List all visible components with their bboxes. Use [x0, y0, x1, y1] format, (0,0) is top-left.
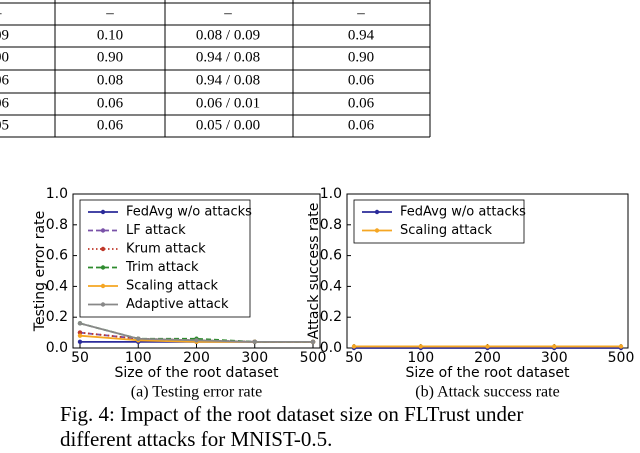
x-tick-label: 300	[241, 350, 268, 366]
legend-label: Krum attack	[126, 242, 206, 257]
table-cell: 0.08	[97, 72, 123, 88]
data-point	[194, 338, 199, 343]
legend-label: Adaptive attack	[126, 297, 229, 312]
legend-marker	[100, 246, 106, 252]
legend-marker	[100, 265, 106, 270]
table-cell: –	[356, 5, 365, 21]
table-cell: 0.94 / 0.08	[196, 49, 260, 65]
y-tick-label: 0.6	[320, 248, 342, 264]
subcaption: (b) Attack success rate	[415, 384, 559, 401]
legend-label: FedAvg w/o attacks	[126, 205, 252, 220]
y-axis-label: Attack success rate	[306, 203, 322, 340]
x-tick-label: 50	[71, 350, 89, 366]
y-tick-label: 0.8	[46, 217, 68, 233]
chart: 0.0 0.2 0.4 0.6 0.8 1.0 50 100 200 300 500 Size of …	[306, 186, 634, 401]
legend-marker	[100, 228, 106, 233]
table-cell: 0.10	[97, 27, 123, 43]
chart: 0.0 0.2 0.4 0.6 0.8 1.0 50 100 200 300 500 Size of …	[32, 186, 326, 401]
y-axis-label: Testing error rate	[32, 211, 48, 332]
figure-caption: Fig. 4: Impact of the root dataset size …	[60, 402, 523, 426]
legend-marker	[374, 228, 380, 233]
y-tick-label: 0.0	[46, 340, 68, 356]
table-cell: 0.06	[348, 95, 375, 111]
legend-marker	[100, 302, 106, 307]
table-cell: 0.90	[97, 49, 123, 65]
legend-box	[79, 199, 251, 318]
x-axis-label: Size of the root dataset	[405, 365, 570, 381]
y-tick-label: 0.2	[46, 309, 68, 325]
y-tick-label: 0.0	[320, 340, 342, 356]
table-cell: 90	[0, 49, 9, 65]
legend-label: FedAvg w/o attacks	[400, 205, 526, 220]
table-cell: 0.06	[97, 95, 124, 111]
table-cell: 0.05 / 0.00	[196, 117, 260, 133]
legend-marker	[100, 283, 106, 289]
legend-marker	[100, 209, 106, 215]
table-cell: –	[0, 5, 2, 21]
x-tick-label: 300	[541, 350, 568, 366]
table-cell: 0.94 / 0.08	[196, 72, 260, 88]
data-point	[351, 344, 357, 349]
x-axis-label: Size of the root dataset	[114, 365, 279, 381]
data-point	[77, 321, 83, 326]
legend-label: Scaling attack	[126, 279, 218, 294]
data-point	[618, 344, 624, 349]
y-tick-label: 0.8	[320, 217, 342, 233]
data-point	[77, 339, 83, 345]
table-cell: 0.08 / 0.09	[196, 27, 260, 43]
legend-label: LF attack	[126, 223, 186, 238]
table-cell: –	[105, 5, 114, 21]
table-cell: 0.06	[348, 72, 375, 88]
y-tick-label: 0.4	[320, 278, 342, 294]
subcaption: (a) Testing error rate	[131, 384, 262, 401]
table-cell: 0.90	[348, 49, 374, 65]
data-point	[252, 339, 257, 345]
legend-marker	[374, 209, 380, 215]
x-tick-label: 200	[183, 350, 210, 366]
x-tick-label: 100	[407, 350, 434, 366]
data-point	[485, 344, 490, 349]
legend-box	[353, 199, 525, 244]
x-tick-label: 500	[300, 350, 327, 366]
data-point	[552, 344, 557, 349]
x-tick-label: 100	[125, 350, 152, 366]
y-tick-label: 1.0	[46, 186, 68, 202]
data-point	[136, 336, 141, 341]
y-tick-label: 0.6	[46, 248, 68, 264]
x-tick-label: 200	[474, 350, 501, 366]
table-cell: 06	[0, 95, 10, 111]
table-cell: 0.06	[348, 117, 375, 133]
table-cell: –	[223, 5, 232, 21]
table-cell: 0.06 / 0.01	[196, 95, 260, 111]
x-tick-label: 50	[345, 350, 363, 366]
figure-caption: different attacks for MNIST-0.5.	[60, 427, 332, 451]
legend-label: Scaling attack	[400, 223, 492, 238]
table-cell: 09	[0, 27, 9, 43]
data-point	[310, 339, 316, 345]
x-tick-label: 500	[608, 350, 635, 366]
table-cell: 0.94	[348, 27, 375, 43]
data-point	[77, 330, 83, 335]
table-cell: 06	[0, 72, 10, 88]
table-cell: 0.06	[97, 117, 124, 133]
data-point	[77, 333, 83, 338]
table-cell: 05	[0, 117, 9, 133]
y-tick-label: 0.4	[46, 278, 68, 294]
y-tick-label: 1.0	[320, 186, 342, 202]
data-point	[418, 344, 423, 349]
legend-label: Trim attack	[125, 260, 199, 275]
y-tick-label: 0.2	[320, 309, 342, 325]
